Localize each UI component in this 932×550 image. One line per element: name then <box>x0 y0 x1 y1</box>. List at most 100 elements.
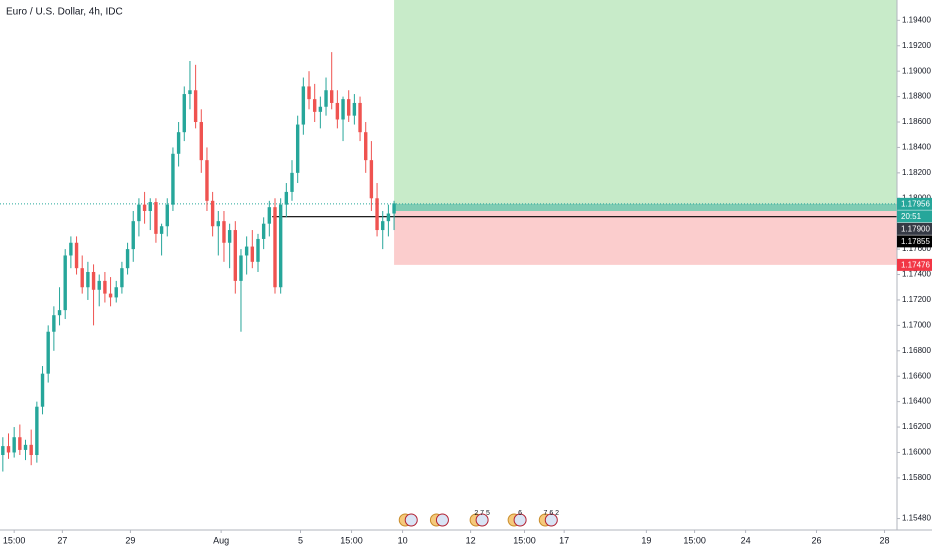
y-tick-label: 1.18200 <box>902 168 931 177</box>
candle-body <box>205 160 209 201</box>
y-tick-label: 1.16600 <box>902 371 931 380</box>
x-tick-label: 26 <box>811 535 821 545</box>
candle-body <box>176 132 181 154</box>
event-count: 2 7 5 <box>474 510 490 517</box>
candle-body <box>278 204 283 288</box>
x-tick-label: 10 <box>398 535 408 545</box>
x-tick-label: Aug <box>213 535 229 545</box>
candle-body <box>329 90 334 103</box>
candle-body <box>352 102 357 116</box>
candle-body <box>57 310 62 316</box>
y-tick-label: 1.15800 <box>902 473 931 482</box>
candle-body <box>188 90 192 95</box>
candle-body <box>125 249 130 269</box>
candle-body <box>142 204 147 211</box>
candle-body <box>267 207 272 224</box>
y-tick-label: 1.16200 <box>902 422 931 431</box>
candle-body <box>324 90 328 107</box>
candle-body <box>369 160 374 199</box>
candle-body <box>318 106 323 112</box>
y-tick-label: 1.19400 <box>902 15 931 24</box>
y-tick-label: 1.17600 <box>902 244 931 253</box>
candle-body <box>29 444 33 456</box>
candle-body <box>358 102 362 133</box>
y-tick-label: 1.16400 <box>902 397 931 406</box>
candle-body <box>63 255 67 311</box>
candle-body <box>335 102 340 120</box>
price-label-box <box>897 197 932 210</box>
x-tick-label: 15:00 <box>3 535 26 545</box>
candle-body <box>307 86 311 100</box>
candle-body <box>159 226 164 234</box>
candle-body <box>284 191 289 205</box>
candle-body <box>46 331 50 374</box>
price-label: 1.17476 <box>901 260 930 269</box>
candle-body <box>222 221 226 243</box>
x-tick-label: 5 <box>298 535 303 545</box>
event-icon <box>475 513 489 527</box>
candle-body <box>250 246 255 262</box>
event-icon <box>435 513 449 527</box>
price-label: 20:51 <box>901 212 922 221</box>
y-tick-label: 1.19000 <box>902 66 931 75</box>
y-tick-label: 1.18800 <box>902 92 931 101</box>
x-tick-label: 27 <box>57 535 67 545</box>
y-tick-label: 1.17200 <box>902 295 931 304</box>
candle-body <box>114 287 118 298</box>
price-label-box <box>897 222 932 235</box>
candle-body <box>386 213 391 222</box>
loss-zone <box>394 210 897 265</box>
candle-body <box>381 221 385 231</box>
profit-filled <box>394 203 897 211</box>
profit-zone <box>394 0 897 211</box>
candle-body <box>18 437 22 450</box>
candle-body <box>154 202 158 234</box>
candle-body <box>12 437 16 453</box>
candle-body <box>52 315 56 332</box>
y-tick-label: 1.16800 <box>902 346 931 355</box>
event-icon <box>544 513 558 527</box>
candle-body <box>23 444 28 450</box>
x-tick-label: 24 <box>741 535 751 545</box>
candle-body <box>347 99 351 116</box>
candle-body <box>97 280 101 290</box>
candle-body <box>375 198 379 231</box>
candle-body <box>256 238 260 262</box>
event-icon <box>513 513 527 527</box>
candle-body <box>210 200 215 227</box>
candle-body <box>392 203 396 214</box>
candle-body <box>312 99 317 112</box>
event-icon <box>404 513 418 527</box>
candle-body <box>193 90 198 123</box>
event-count: 6 <box>518 510 522 517</box>
candle-body <box>301 86 306 125</box>
candle-body <box>273 207 277 288</box>
candle-body <box>80 268 84 288</box>
chart-title: Euro / U.S. Dollar, 4h, IDC <box>6 7 123 18</box>
y-tick-label: 1.18400 <box>902 143 931 152</box>
x-tick-label: 15:00 <box>340 535 363 545</box>
candle-body <box>1 446 5 456</box>
price-label: 1.17855 <box>901 237 930 246</box>
y-tick-label: 1.15480 <box>902 514 931 523</box>
x-tick-label: 12 <box>466 535 476 545</box>
candle-body <box>137 204 141 222</box>
candle-body <box>108 293 113 298</box>
y-tick-label: 1.16000 <box>902 448 931 457</box>
candle-body <box>35 406 39 456</box>
candle-body <box>91 271 96 290</box>
price-label-box <box>897 235 932 248</box>
candle-body <box>182 94 186 133</box>
price-label-box <box>897 258 932 271</box>
y-tick-label: 1.17000 <box>902 320 931 329</box>
candle-body <box>131 221 135 250</box>
x-tick-label: 17 <box>559 535 569 545</box>
candle-body <box>239 255 243 281</box>
candle-body <box>261 223 266 239</box>
candle-body <box>233 230 238 281</box>
price-label: 1.17956 <box>901 199 930 208</box>
price-label: 1.17900 <box>901 224 930 233</box>
x-tick-label: 15:00 <box>683 535 706 545</box>
x-tick-label: 15:00 <box>513 535 536 545</box>
x-tick-label: 28 <box>880 535 890 545</box>
